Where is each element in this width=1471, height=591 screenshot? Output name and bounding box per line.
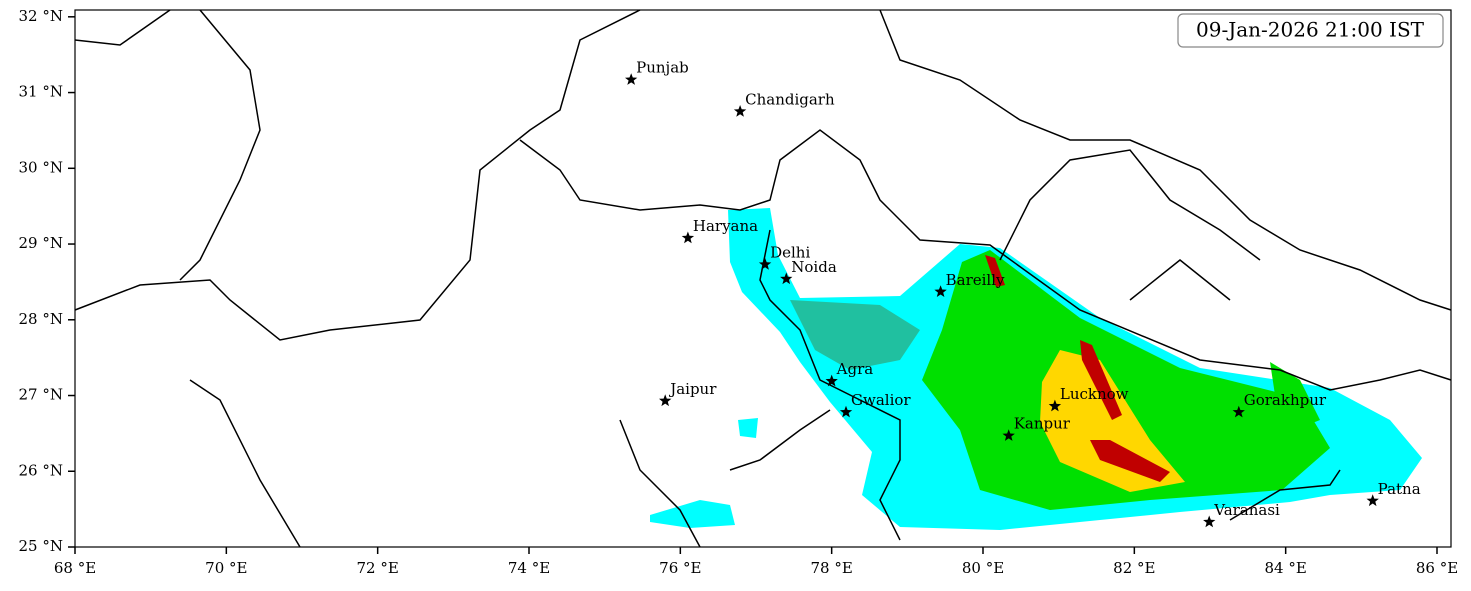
border bbox=[999, 149, 1341, 521]
x-tick-label: 70 °E bbox=[205, 559, 247, 577]
rain-light bbox=[650, 500, 735, 528]
timestamp-box bbox=[1177, 13, 1444, 48]
x-tick-label: 76 °E bbox=[659, 559, 701, 577]
frame bbox=[74, 9, 1452, 548]
precipitation bbox=[650, 208, 1422, 530]
y-tick-label: 30 °N bbox=[19, 158, 63, 176]
city-label: Agra bbox=[836, 360, 874, 378]
city-marker bbox=[659, 394, 672, 407]
rain-heavy bbox=[922, 250, 1330, 510]
y-tick-label: 27 °N bbox=[19, 386, 63, 404]
city-marker bbox=[1048, 399, 1062, 412]
city-label: Haryana bbox=[693, 217, 758, 235]
rain-very-heavy bbox=[1040, 350, 1185, 492]
city-marker bbox=[733, 105, 747, 117]
city-label: Punjab bbox=[636, 59, 689, 77]
rain-light bbox=[738, 418, 758, 438]
city-marker bbox=[780, 272, 793, 285]
rain-extreme bbox=[1080, 340, 1122, 420]
border bbox=[879, 9, 1452, 311]
border bbox=[729, 229, 901, 541]
x-tick-label: 82 °E bbox=[1113, 559, 1155, 577]
city-marker bbox=[1366, 494, 1379, 507]
city-label: Gorakhpur bbox=[1244, 391, 1327, 409]
boundaries bbox=[74, 9, 1452, 548]
city-marker bbox=[934, 285, 947, 297]
city-marker bbox=[758, 258, 772, 270]
city-label: Noida bbox=[791, 258, 837, 276]
x-tick-label: 74 °E bbox=[508, 559, 550, 577]
y-tick-label: 28 °N bbox=[19, 310, 63, 328]
y-tick-label: 32 °N bbox=[19, 7, 63, 25]
y-tick-label: 26 °N bbox=[19, 461, 63, 479]
city-marker bbox=[1232, 405, 1245, 418]
rain-heavy bbox=[1270, 362, 1320, 428]
border bbox=[74, 9, 641, 341]
city-label: Patna bbox=[1378, 480, 1421, 498]
rain-extreme bbox=[985, 255, 1005, 287]
city-marker bbox=[681, 231, 695, 244]
city-label: Gwalior bbox=[851, 391, 911, 409]
city-label: Jaipur bbox=[668, 380, 717, 398]
border bbox=[189, 379, 701, 548]
city-label: Delhi bbox=[770, 243, 810, 261]
rain-extreme bbox=[1090, 440, 1170, 482]
city-label: Kanpur bbox=[1014, 415, 1071, 433]
border bbox=[74, 9, 261, 281]
x-tick-label: 72 °E bbox=[357, 559, 399, 577]
city-marker bbox=[825, 374, 838, 387]
border bbox=[519, 129, 1452, 391]
city-marker bbox=[1002, 429, 1015, 441]
city-marker bbox=[625, 73, 638, 85]
x-tick-label: 86 °E bbox=[1416, 559, 1458, 577]
x-tick-label: 78 °E bbox=[811, 559, 853, 577]
city-label: Varanasi bbox=[1213, 501, 1280, 519]
y-tick-label: 29 °N bbox=[19, 234, 63, 252]
city-marker bbox=[1203, 515, 1216, 528]
x-tick-label: 84 °E bbox=[1265, 559, 1307, 577]
city-label: Lucknow bbox=[1060, 385, 1129, 403]
timestamp: 09-Jan-2026 21:00 IST bbox=[1196, 18, 1425, 42]
y-tick-label: 31 °N bbox=[19, 83, 63, 101]
x-tick-label: 80 °E bbox=[962, 559, 1004, 577]
rain-moderate bbox=[790, 300, 920, 370]
city-label: Chandigarh bbox=[745, 90, 835, 108]
city-marker bbox=[839, 405, 853, 418]
x-tick-label: 68 °E bbox=[54, 559, 96, 577]
y-tick-label: 25 °N bbox=[19, 537, 63, 555]
city-label: Bareilly bbox=[946, 271, 1005, 289]
